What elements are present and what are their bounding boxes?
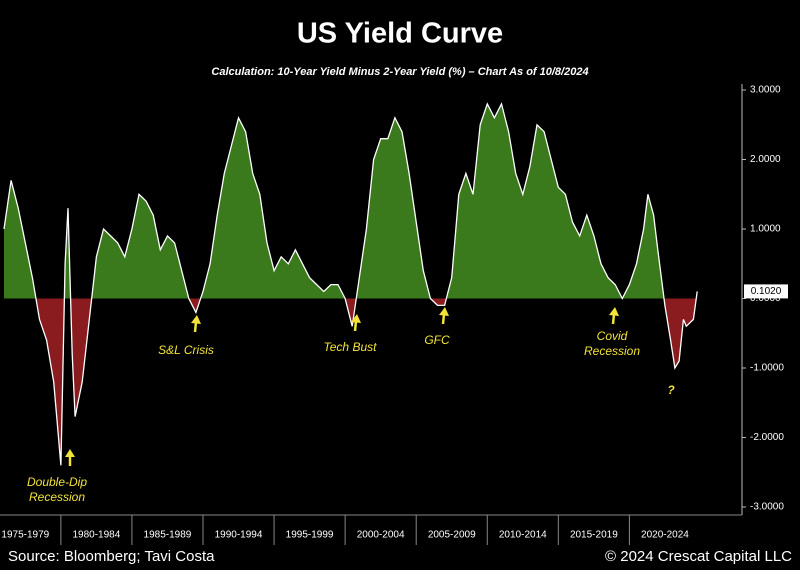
- chart-subtitle: Calculation: 10-Year Yield Minus 2-Year …: [211, 66, 588, 78]
- chart-title: US Yield Curve: [297, 18, 503, 50]
- annotations: Double-Dip Recession S&L Crisis Tech Bus…: [27, 307, 675, 504]
- last-value-box: [744, 284, 788, 299]
- x-tick-label: 2000-2004: [357, 530, 405, 541]
- arrow-head: [65, 449, 75, 457]
- x-tick-label: 1990-1994: [215, 530, 263, 541]
- x-tick-label: 1995-1999: [286, 530, 334, 541]
- arrow: [611, 313, 616, 325]
- annotation: Covid: [597, 329, 628, 343]
- y-tick-label: -2.0000: [750, 432, 784, 443]
- x-tick-label: 1975-1979: [1, 530, 49, 541]
- annotation: Recession: [29, 490, 85, 504]
- annotation: Double-Dip: [27, 475, 87, 489]
- y-tick-label: -1.0000: [750, 363, 784, 374]
- x-tick-label: 2020-2024: [641, 530, 689, 541]
- x-tick-label: 1985-1989: [144, 530, 192, 541]
- arrow-head: [191, 315, 201, 324]
- y-tick-label: 3.0000: [750, 85, 781, 96]
- x-tick-label: 1980-1984: [72, 530, 120, 541]
- annotation: S&L Crisis: [158, 343, 214, 357]
- plot-area: 3.0000 2.0000 1.0000 0.0000 -1.0000 -2.0000 -3…: [0, 84, 788, 545]
- annotation: Tech Bust: [324, 340, 378, 354]
- series-line: [3, 102, 698, 466]
- y-tick-label: -3.0000: [750, 502, 784, 513]
- x-tick-label: 2005-2009: [428, 530, 476, 541]
- arrow-head: [351, 314, 361, 323]
- y-tick-label: 1.0000: [750, 224, 781, 235]
- arrow-head: [439, 307, 449, 316]
- arrow-head: [609, 307, 619, 316]
- arrow: [353, 320, 358, 332]
- y-tick-label: 0.0000: [750, 293, 781, 304]
- annotation: Recession: [584, 344, 640, 358]
- source: Source: Bloomberg; Tavi Costa: [8, 548, 215, 565]
- last-value-label: 0.1020: [751, 286, 782, 297]
- y-tick-label: 2.0000: [750, 154, 781, 165]
- area-negative: [4, 298, 698, 466]
- annotation: GFC: [424, 333, 450, 347]
- copyright: © 2024 Crescat Capital LLC: [605, 548, 792, 565]
- x-tick-label: 2010-2014: [499, 530, 547, 541]
- arrow: [441, 313, 446, 325]
- annotation: ?: [667, 383, 675, 397]
- area-positive: [4, 103, 698, 299]
- arrow: [193, 321, 198, 333]
- x-tick-label: 2015-2019: [570, 530, 618, 541]
